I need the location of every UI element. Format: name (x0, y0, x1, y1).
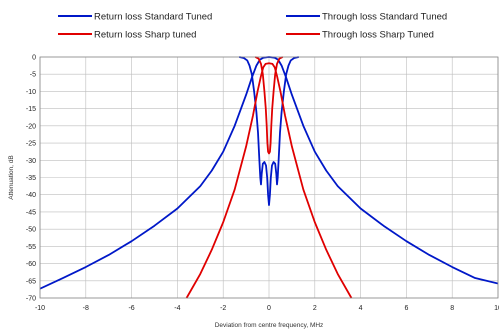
x-tick-label: 6 (404, 305, 408, 312)
x-tick-label: 0 (267, 305, 271, 312)
y-tick-label: -55 (26, 244, 36, 251)
legend-label: Return loss Standard Tuned (94, 12, 212, 23)
y-tick-label: -50 (26, 227, 36, 234)
y-axis-title: Attenuation, dB (8, 155, 15, 199)
series-line-3 (185, 62, 353, 299)
y-tick-label: -40 (26, 192, 36, 199)
y-axis-ticks: 0 -5 -10 -15 -20 -25 -30 -35 -40 -45 -50 -55 -60 -65 -… (26, 55, 36, 303)
y-tick-label: -15 (26, 106, 36, 113)
y-tick-label: -10 (26, 89, 36, 96)
x-tick-label: -10 (35, 305, 45, 312)
x-tick-label: -2 (220, 305, 226, 312)
x-tick-label: 4 (359, 305, 363, 312)
y-tick-label: -45 (26, 209, 36, 216)
grid (39, 56, 499, 299)
x-tick-label: -6 (128, 305, 134, 312)
x-axis-ticks: -10 -8 -6 -4 -2 0 2 4 6 8 10 (35, 305, 499, 312)
legend-label: Return loss Sharp tuned (94, 30, 196, 41)
legend-label: Through loss Sharp Tuned (322, 30, 434, 41)
y-tick-label: -65 (26, 278, 36, 285)
x-tick-label: 2 (313, 305, 317, 312)
y-tick-label: -60 (26, 261, 36, 268)
series-line-2 (254, 56, 284, 155)
plot-border (39, 56, 499, 299)
y-tick-label: -20 (26, 123, 36, 130)
legend: Return loss Standard Tuned Through loss S… (58, 12, 447, 41)
x-tick-label: -8 (83, 305, 89, 312)
y-tick-label: -25 (26, 141, 36, 148)
x-axis-title: Deviation from centre frequency, MHz (215, 322, 324, 329)
y-tick-label: -30 (26, 158, 36, 165)
y-tick-label: 0 (32, 55, 36, 62)
x-tick-label: 10 (494, 305, 499, 312)
y-tick-label: -35 (26, 175, 36, 182)
plot-area (39, 56, 499, 299)
x-tick-label: -4 (174, 305, 180, 312)
y-tick-label: -5 (30, 72, 36, 79)
legend-label: Through loss Standard Tuned (322, 12, 447, 23)
x-tick-label: 8 (450, 305, 454, 312)
y-tick-label: -70 (26, 296, 36, 303)
